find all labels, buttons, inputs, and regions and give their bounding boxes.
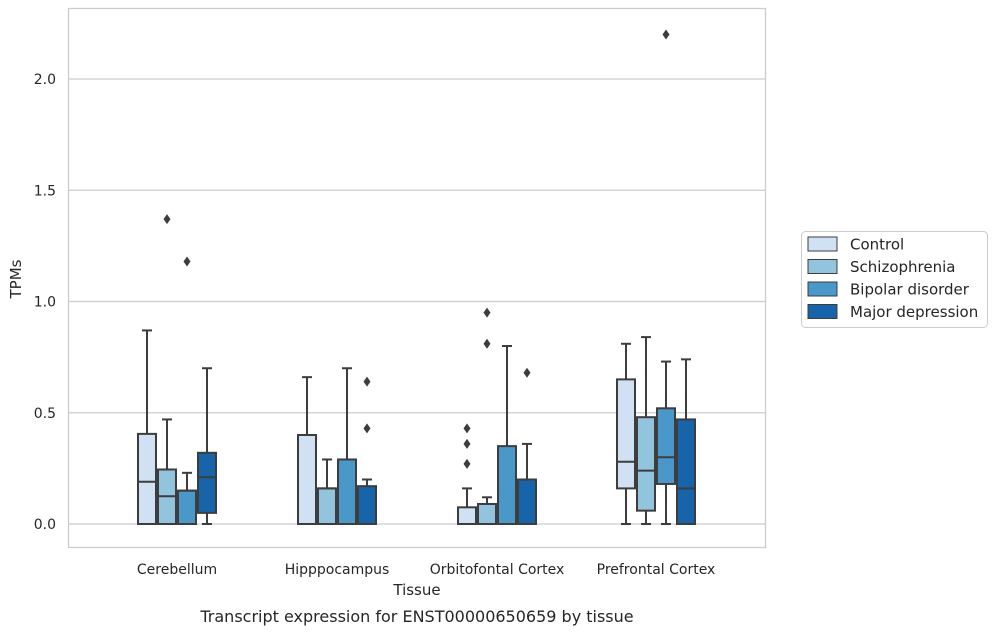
outlier-point: [183, 256, 191, 267]
outlier-point: [483, 307, 491, 318]
legend-swatch: [807, 259, 838, 274]
box-major-depression: [357, 376, 377, 525]
legend-label: Schizophrenia: [850, 258, 955, 276]
x-tick-label: Orbitofontal Cortex: [430, 562, 565, 578]
y-tick-label: 1.0: [34, 295, 56, 311]
legend-frame: [801, 231, 988, 328]
legend: Control Schizophrenia Bipolar disorder Majo…: [801, 231, 988, 328]
x-tick-label: Prefrontal Cortex: [597, 562, 716, 578]
box-bipolar-disorder: [656, 29, 676, 525]
box-schizophrenia: [157, 214, 177, 525]
y-tick-labels: 0.0 0.5 1.0 1.5 2.0: [34, 72, 56, 533]
outlier-point: [363, 423, 371, 434]
x-tick-label: Cerebellum: [137, 562, 217, 578]
box-major-depression: [676, 358, 696, 525]
box-iqr: [337, 458, 357, 526]
box-schizophrenia: [636, 336, 656, 525]
box-major-depression: [197, 367, 217, 525]
box-bipolar-disorder: [497, 345, 517, 525]
box-bipolar-disorder: [177, 256, 197, 525]
outlier-point: [463, 458, 471, 469]
legend-swatch: [807, 236, 838, 252]
legend-swatch: [807, 304, 838, 319]
boxes: [137, 29, 696, 526]
plot-frame: [67, 7, 767, 549]
chart-caption: Transcript expression for ENST0000065065…: [199, 607, 633, 626]
x-tick-labels: Cerebellum Hipppocampus Orbitofontal Corte…: [137, 562, 715, 578]
outlier-point: [463, 423, 471, 434]
box-iqr: [457, 506, 477, 525]
box-schizophrenia: [317, 458, 337, 525]
legend-swatch: [807, 281, 838, 297]
box-iqr: [137, 432, 157, 526]
box-schizophrenia: [477, 307, 497, 526]
outlier-point: [163, 214, 171, 225]
box-iqr: [357, 485, 377, 525]
box-iqr: [656, 407, 676, 485]
box-bipolar-disorder: [337, 367, 357, 526]
x-tick-label: Hipppocampus: [285, 562, 390, 578]
legend-label: Major depression: [850, 303, 978, 321]
outlier-point: [483, 338, 491, 349]
y-tick-label: 0.0: [34, 517, 56, 533]
box-iqr: [676, 418, 696, 525]
box-iqr: [477, 502, 497, 526]
box-iqr: [197, 451, 217, 514]
box-iqr: [177, 489, 197, 525]
legend-label: Bipolar disorder: [850, 281, 970, 299]
outlier-point: [662, 29, 670, 40]
box-iqr: [517, 478, 537, 525]
box-control: [616, 342, 636, 525]
box-control: [457, 423, 477, 525]
y-tick-label: 2.0: [34, 72, 56, 88]
box-iqr: [317, 487, 337, 525]
x-axis-title: Tissue: [392, 581, 440, 599]
box-iqr: [636, 416, 656, 512]
box-iqr: [297, 434, 317, 525]
legend-label: Control: [850, 236, 904, 254]
y-tick-label: 1.5: [34, 183, 56, 199]
box-iqr: [616, 378, 636, 490]
outlier-point: [523, 367, 531, 378]
y-tick-label: 0.5: [34, 406, 56, 422]
outlier-point: [463, 438, 471, 449]
box-control: [297, 376, 317, 525]
outlier-point: [363, 376, 371, 387]
y-axis-title: TPMs: [7, 259, 25, 299]
box-control: [137, 329, 157, 526]
box-iqr: [497, 445, 517, 525]
box-major-depression: [517, 367, 537, 525]
